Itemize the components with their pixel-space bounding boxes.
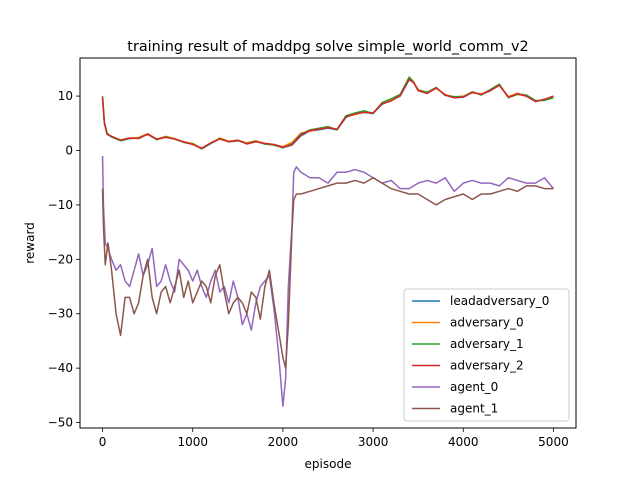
x-axis-label: episode <box>305 457 352 471</box>
legend: leadadversary_0 adversary_0 adversary_1adv… <box>403 288 570 422</box>
legend-box <box>403 288 570 422</box>
legend-label-agent_1: agent_1 <box>450 402 498 416</box>
series-line-agent_0 <box>101 155 555 407</box>
y-tick-label: −50 <box>48 416 73 430</box>
y-tick-label: 10 <box>58 89 73 103</box>
x-tick-label: 2000 <box>268 435 299 449</box>
x-tick-label: 3000 <box>358 435 389 449</box>
x-tick-label: 0 <box>99 435 107 449</box>
series-line-agent_1 <box>101 176 554 369</box>
legend-label-adversary_0: adversary_0 <box>450 316 524 330</box>
plot-frame <box>79 57 577 429</box>
y-tick-label: −40 <box>48 361 73 375</box>
y-tick-label: −10 <box>48 198 73 212</box>
chart-title: training result of maddpg solve simple_w… <box>127 39 528 55</box>
y-tick-label: −20 <box>48 252 73 266</box>
x-tick-label: 1000 <box>177 435 208 449</box>
legend-label-adversary_1: adversary_1 <box>450 337 524 351</box>
y-tick-label: 0 <box>65 144 73 158</box>
x-tick-label: 5000 <box>538 435 569 449</box>
y-axis-label: reward <box>23 222 37 264</box>
x-axis-ticks: 0 1000 2000 3000 4000 5000 <box>99 428 569 449</box>
legend-label-adversary_2: adversary_2 <box>450 359 524 373</box>
series-lines <box>101 76 555 407</box>
series-line-adversary_2 <box>101 78 554 150</box>
y-axis-ticks: −50 −40 −30 −20 −10 0 10 <box>48 89 80 430</box>
legend-label-agent_0: agent_0 <box>450 380 498 394</box>
legend-label-leadadversary_0: leadadversary_0 <box>450 294 549 308</box>
x-tick-label: 4000 <box>448 435 479 449</box>
y-tick-label: −30 <box>48 307 73 321</box>
